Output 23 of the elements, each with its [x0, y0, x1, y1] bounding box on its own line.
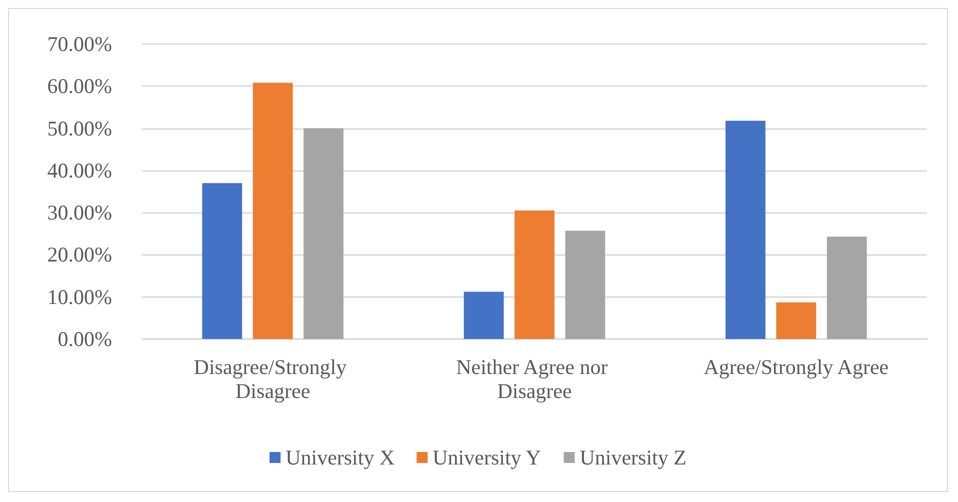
bar [826, 236, 867, 339]
legend-label: University Y [432, 446, 541, 470]
y-tick-label: 0.00% [58, 327, 112, 351]
bar [776, 302, 816, 339]
y-tick-label: 60.00% [47, 74, 112, 98]
y-tick-label: 10.00% [47, 284, 112, 309]
y-tick-label: 50.00% [47, 116, 112, 140]
bar [252, 82, 293, 339]
bar [202, 183, 242, 339]
y-tick-label: 70.00% [47, 32, 112, 56]
legend-label: University X [286, 446, 395, 470]
bar [304, 128, 344, 339]
y-tick-label: 20.00% [47, 242, 112, 267]
x-tick-label: Disagree/Strongly Disagree [194, 355, 352, 403]
bar [726, 120, 766, 339]
bar [464, 292, 504, 339]
y-tick-label: 40.00% [47, 158, 112, 182]
x-tick-label: Agree/Strongly Agree [704, 355, 889, 379]
y-tick-label: 30.00% [47, 200, 112, 225]
bar [514, 210, 554, 339]
legend-label: University Z [580, 446, 686, 470]
x-tick-label: Neither Agree nor Disagree [456, 355, 613, 403]
bar [565, 230, 606, 339]
